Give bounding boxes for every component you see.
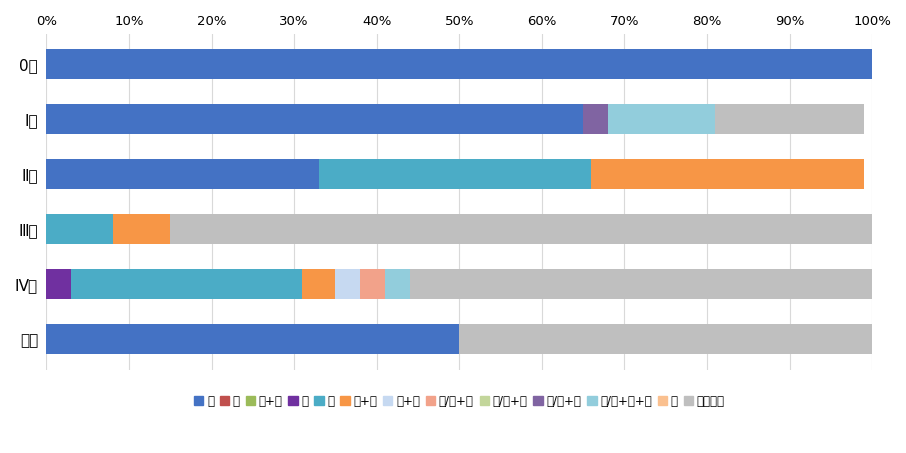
Bar bbox=[170, 214, 872, 244]
Bar bbox=[608, 104, 715, 134]
Bar bbox=[592, 159, 863, 189]
Bar bbox=[46, 159, 319, 189]
Bar bbox=[385, 269, 410, 299]
Bar bbox=[46, 324, 459, 355]
Bar bbox=[335, 269, 361, 299]
Bar bbox=[46, 214, 112, 244]
Bar bbox=[319, 159, 592, 189]
Bar bbox=[46, 104, 583, 134]
Bar bbox=[46, 269, 72, 299]
Legend: 手, 内, 手+内, 放, 薬, 放+薬, 薬+他, 手/内+放, 手/内+薬, 手/内+他, 手/内+放+薬, 他, 治療なし: 手, 内, 手+内, 放, 薬, 放+薬, 薬+他, 手/内+放, 手/内+薬,… bbox=[191, 392, 727, 410]
Bar bbox=[112, 214, 170, 244]
Bar bbox=[303, 269, 335, 299]
Bar bbox=[361, 269, 385, 299]
Bar bbox=[46, 49, 872, 79]
Bar bbox=[410, 269, 872, 299]
Bar bbox=[715, 104, 863, 134]
Bar bbox=[459, 324, 872, 355]
Bar bbox=[583, 104, 608, 134]
Bar bbox=[72, 269, 303, 299]
